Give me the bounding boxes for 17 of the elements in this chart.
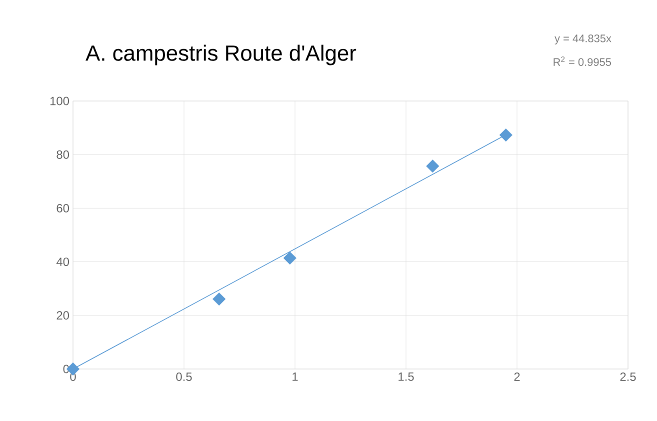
point <box>499 128 512 142</box>
y-tick-label: 20 <box>56 311 70 320</box>
y-tick-label: 40 <box>56 258 70 266</box>
x-tick-label: 1.5 <box>398 372 414 381</box>
x-tick-label: 0.5 <box>176 372 192 381</box>
y-tick-label: 60 <box>56 204 70 212</box>
y-tick-label: 100 <box>50 96 70 106</box>
x-tick-label: 2 <box>514 372 520 381</box>
x-tick-label: 2.5 <box>620 372 636 381</box>
chart-title: A. campestris Route d'Alger <box>86 44 356 66</box>
text: y = 44.835x <box>554 34 612 44</box>
x-tick-label: 1 <box>292 372 298 381</box>
y-tick-label: 80 <box>56 150 70 159</box>
text: R$^{2}$ = 0.9955 <box>554 56 612 66</box>
point <box>283 252 296 265</box>
point <box>426 160 440 173</box>
point <box>212 292 226 306</box>
